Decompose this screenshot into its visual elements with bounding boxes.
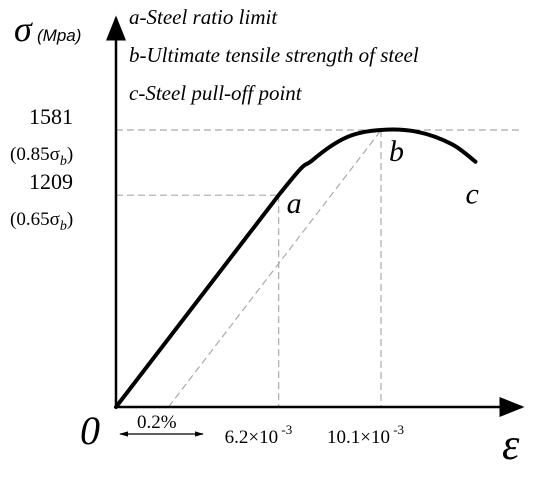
- point-label-b: b: [389, 135, 404, 168]
- y-tick-sublabel-1209: (0.65σb): [10, 209, 73, 234]
- stress-strain-curve: [114, 127, 478, 409]
- x-tick-label--3-10.110: 10.1×10 -3: [327, 422, 404, 448]
- y-axis-symbol: σ: [14, 9, 33, 49]
- point-label-c: c: [465, 178, 478, 211]
- y-tick-sublabel-1581: (0.85σb): [10, 144, 73, 169]
- offset-label: 0.2%: [137, 412, 177, 433]
- origin-label: 0: [80, 408, 100, 453]
- x-tick-labels: 6.2×10 -3 10.1×10 -3: [225, 422, 404, 448]
- x-tick-label--3-6.210: 6.2×10 -3: [225, 422, 293, 448]
- y-tick-label-1581: 1581: [29, 104, 73, 129]
- legend-item-a: a-Steel ratio limit: [129, 5, 278, 29]
- y-tick-labels: 1581 (0.85σb)1209 (0.65σb): [10, 104, 73, 234]
- guide-lines: [116, 129, 520, 408]
- point-labels: a b c: [287, 135, 479, 220]
- offset-line: [167, 129, 382, 408]
- legend-item-c: c-Steel pull-off point: [129, 81, 303, 105]
- y-tick-label-1209: 1209: [29, 169, 73, 194]
- x-axis-symbol: ε: [502, 420, 520, 469]
- point-label-a: a: [287, 187, 302, 220]
- y-axis-unit: (Mpa): [37, 26, 81, 45]
- legend-item-b: b-Ultimate tensile strength of steel: [129, 43, 419, 67]
